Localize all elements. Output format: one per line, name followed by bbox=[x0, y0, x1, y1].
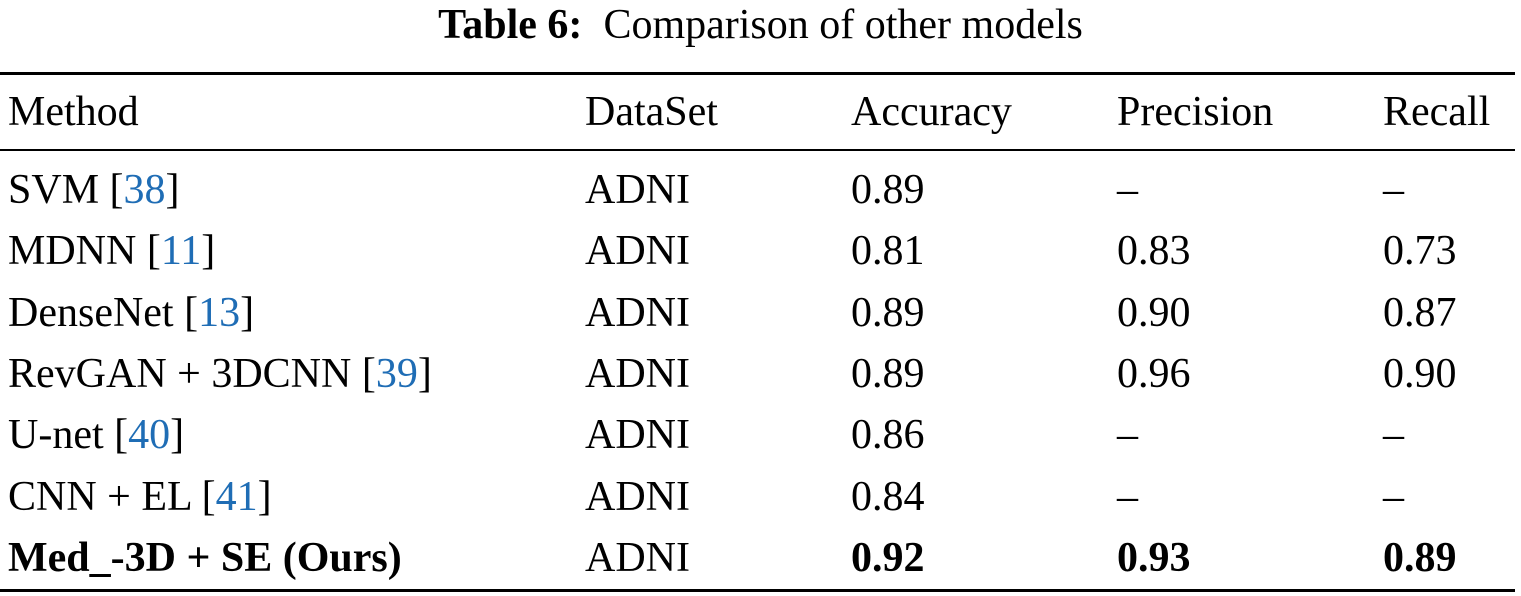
method-text: Med_-3D + SE (Ours) bbox=[8, 534, 402, 581]
caption-text: Comparison of other models bbox=[603, 2, 1083, 48]
header-cell: Accuracy bbox=[851, 89, 1012, 135]
citation: 40 bbox=[128, 412, 171, 459]
table-cell: ADNI bbox=[585, 228, 690, 275]
bottom-rule bbox=[0, 589, 1515, 592]
table-cell: 0.92 bbox=[851, 534, 925, 581]
table-cell: 0.83 bbox=[1117, 228, 1191, 275]
caption: Table 6: Comparison of other models bbox=[0, 0, 1521, 50]
table-cell: 0.90 bbox=[1117, 289, 1191, 336]
table-cell: – bbox=[1117, 167, 1138, 213]
table-cell: ADNI bbox=[585, 289, 690, 336]
citation: 41 bbox=[215, 473, 258, 520]
citation: 39 bbox=[375, 350, 418, 397]
method-cell: SVM [38] bbox=[8, 165, 180, 215]
table-cell: ADNI bbox=[585, 534, 690, 581]
table-cell: 0.84 bbox=[851, 473, 925, 520]
table-cell: 0.73 bbox=[1383, 228, 1457, 275]
method-cell: MDNN [11] bbox=[8, 226, 215, 276]
table-cell: 0.87 bbox=[1383, 289, 1457, 336]
table-cell: ADNI bbox=[585, 412, 690, 459]
table-cell: 0.89 bbox=[1383, 534, 1457, 581]
table-cell: ADNI bbox=[585, 473, 690, 520]
method-text: ] bbox=[165, 167, 180, 213]
table-cell: 0.90 bbox=[1383, 350, 1457, 397]
method-cell: U-net [40] bbox=[8, 410, 184, 460]
method-text: RevGAN + 3DCNN [ bbox=[8, 350, 376, 397]
table-cell: – bbox=[1117, 412, 1138, 459]
method-text: CNN + EL [ bbox=[8, 473, 216, 520]
method-cell: DenseNet [13] bbox=[8, 288, 254, 338]
table-cell: ADNI bbox=[585, 167, 690, 213]
table-cell: 0.96 bbox=[1117, 350, 1191, 397]
table-cell: – bbox=[1383, 412, 1404, 459]
table-cell: 0.86 bbox=[851, 412, 925, 459]
method-text: SVM [ bbox=[8, 167, 124, 213]
citation: 38 bbox=[123, 167, 166, 213]
header-cell: Precision bbox=[1117, 89, 1274, 135]
method-cell: Med_-3D + SE (Ours) bbox=[8, 533, 402, 583]
method-cell: CNN + EL [41] bbox=[8, 472, 272, 522]
method-text: ] bbox=[417, 350, 432, 397]
method-text: ] bbox=[201, 228, 216, 275]
method-text: U-net [ bbox=[8, 412, 129, 459]
citation: 11 bbox=[160, 228, 202, 275]
table-cell: 0.93 bbox=[1117, 534, 1191, 581]
table-cell: – bbox=[1117, 473, 1138, 520]
method-text: ] bbox=[170, 412, 185, 459]
method-text: ] bbox=[257, 473, 272, 520]
method-text: ] bbox=[240, 289, 255, 336]
table-cell: 0.89 bbox=[851, 350, 925, 397]
citation: 13 bbox=[198, 289, 241, 336]
table-cell: 0.89 bbox=[851, 167, 925, 213]
header-cell: DataSet bbox=[585, 89, 718, 135]
mid-rule bbox=[0, 149, 1515, 151]
table-cell: 0.89 bbox=[851, 289, 925, 336]
table-cell: – bbox=[1383, 473, 1404, 520]
method-text: MDNN [ bbox=[8, 228, 161, 275]
header-cell: Recall bbox=[1383, 89, 1491, 135]
method-text: DenseNet [ bbox=[8, 289, 199, 336]
caption-label: Table 6: bbox=[438, 2, 583, 48]
table-cell: 0.81 bbox=[851, 228, 925, 275]
method-cell: RevGAN + 3DCNN [39] bbox=[8, 349, 432, 399]
table-cell: – bbox=[1383, 167, 1404, 213]
top-rule bbox=[0, 72, 1515, 75]
table-cell: ADNI bbox=[585, 350, 690, 397]
header-cell: Method bbox=[8, 89, 139, 135]
